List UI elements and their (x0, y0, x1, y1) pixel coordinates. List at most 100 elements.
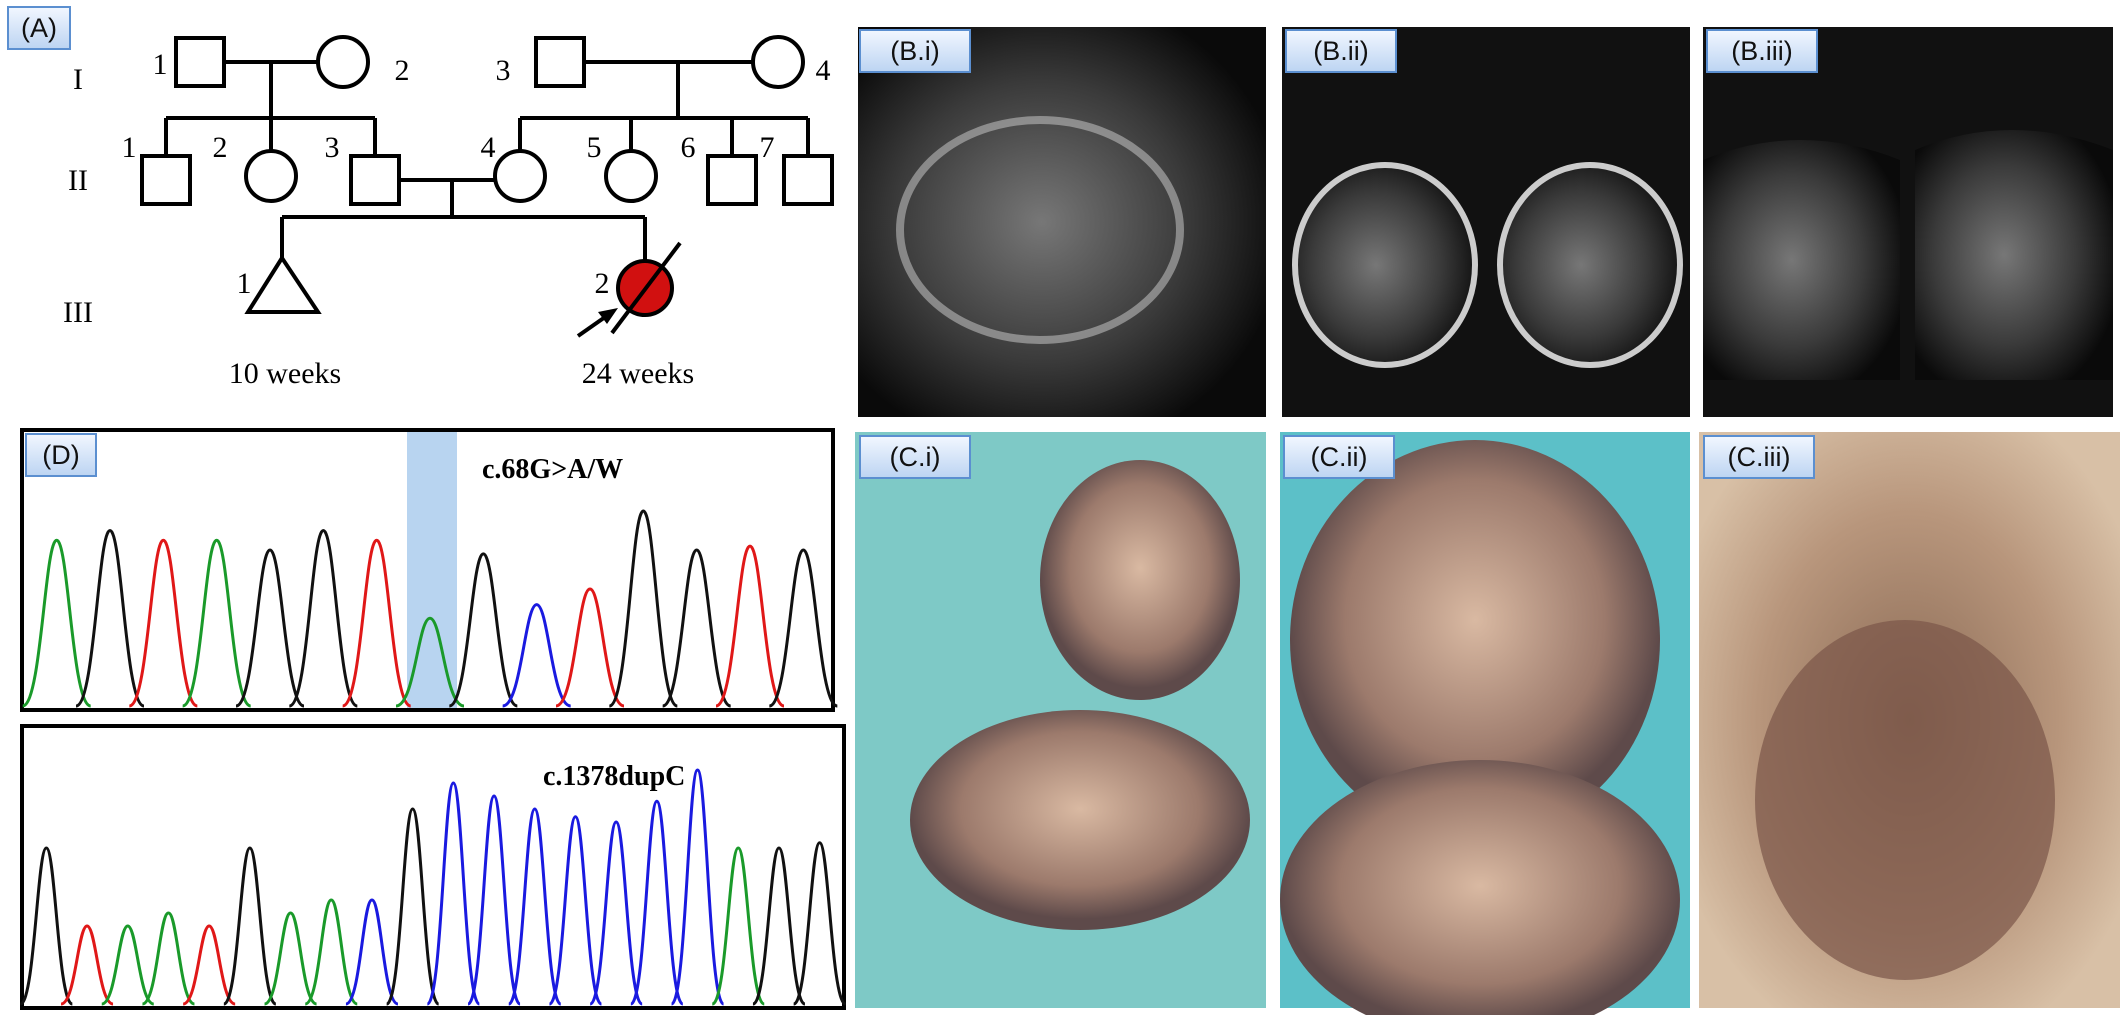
panel-d: c.68G>A/W c.1378dupC (18, 428, 848, 1010)
chromatogram (20, 724, 846, 1010)
female (751, 35, 805, 89)
panel-b (858, 27, 2113, 417)
panel-label-box (1706, 29, 1818, 73)
ultrasound-detail (896, 116, 1184, 344)
individual-number: 4 (481, 131, 496, 164)
generation-label: III (63, 296, 93, 329)
male (174, 36, 226, 88)
trace-peak (661, 548, 732, 708)
trace-peak (395, 616, 465, 708)
pedigree-lines (164, 60, 810, 261)
female (604, 149, 658, 203)
trace-peak (448, 552, 519, 708)
individual-number: 3 (325, 131, 340, 164)
panel-label-box (25, 433, 97, 477)
trace-peak (235, 548, 305, 708)
trace-peak (715, 544, 785, 708)
trace-peak (181, 538, 252, 708)
male (140, 154, 192, 206)
individual-number: 1 (237, 267, 252, 300)
photo-detail (910, 710, 1250, 930)
trace-peak (792, 841, 848, 1006)
trace-peak (768, 548, 839, 708)
age-label: 24 weeks (582, 357, 694, 390)
deceased-mark (610, 241, 682, 335)
ultrasound-detail (1497, 162, 1683, 368)
trace-peak (502, 603, 572, 708)
individual-number: 5 (587, 131, 602, 164)
trace-peak (608, 509, 679, 708)
ultrasound-image (858, 27, 1266, 417)
trace-peak (547, 815, 603, 1006)
photo-detail (1280, 760, 1680, 1015)
variant-label: c.1378dupC (543, 761, 685, 792)
panel-label: (A) (21, 13, 57, 43)
trace-peak (341, 538, 412, 708)
trace-peak (629, 799, 685, 1006)
pregnancy-loss (244, 254, 322, 314)
panel-label: (B.i) (890, 36, 940, 66)
individual-number: 7 (760, 131, 775, 164)
trace-peak (288, 528, 359, 708)
panel-label-box (1285, 29, 1397, 73)
panel-label: (C.ii) (1311, 442, 1368, 472)
trace-peak (555, 587, 625, 708)
female (493, 149, 547, 203)
trace-peak (385, 807, 441, 1006)
trace-peak (128, 538, 199, 708)
photo-detail (1040, 460, 1240, 700)
panel-label: (B.iii) (1731, 36, 1793, 66)
panel-label: (D) (42, 440, 79, 470)
panel-label-box (7, 6, 71, 50)
panel-label-box (859, 29, 971, 73)
ultrasound-detail (1292, 162, 1478, 368)
trace-peak (60, 924, 114, 1006)
trace-peak (425, 781, 481, 1006)
trace-peak (345, 898, 399, 1006)
trace-peak (101, 924, 155, 1006)
trace-peak (21, 538, 92, 708)
individual-number: 4 (816, 54, 831, 87)
individual-number: 1 (122, 131, 137, 164)
variant-label: c.68G>A/W (482, 454, 623, 485)
trace-peak (75, 528, 145, 708)
male (534, 36, 586, 88)
male (782, 154, 834, 206)
individual-number: 2 (213, 131, 228, 164)
trace-peak (263, 911, 318, 1006)
panel-label: (C.iii) (1728, 442, 1791, 472)
trace-peak (710, 846, 766, 1006)
trace-peak (222, 846, 278, 1006)
generation-label: I (73, 63, 83, 96)
panel-label: (B.ii) (1313, 36, 1369, 66)
individual-number: 2 (395, 54, 410, 87)
panel-label-box (1703, 435, 1815, 479)
ultrasound-detail (1703, 140, 1900, 380)
female (316, 35, 370, 89)
trace-peak (141, 911, 196, 1006)
male (706, 154, 758, 206)
photo-detail (1290, 440, 1660, 840)
panel-label: (C.i) (890, 442, 941, 472)
individual-number: 1 (153, 48, 168, 81)
female (244, 149, 298, 203)
trace-peak (588, 820, 644, 1006)
individual-number: 3 (496, 54, 511, 87)
individual-number: 6 (681, 131, 696, 164)
trace-peak (18, 846, 74, 1006)
panel-label-box (1283, 435, 1395, 479)
trace-peak (507, 807, 563, 1006)
male (349, 154, 401, 206)
age-label: 10 weeks (229, 357, 341, 390)
panel-c (855, 432, 2120, 1015)
proband-arrowhead (598, 308, 618, 324)
photo-detail (1755, 620, 2055, 980)
trace-peak (466, 794, 522, 1006)
trace-peak (304, 898, 358, 1006)
individual-number: 2 (595, 267, 610, 300)
trace-peak (751, 846, 807, 1006)
ultrasound-detail (1915, 130, 2113, 380)
panel-label-box (859, 435, 971, 479)
